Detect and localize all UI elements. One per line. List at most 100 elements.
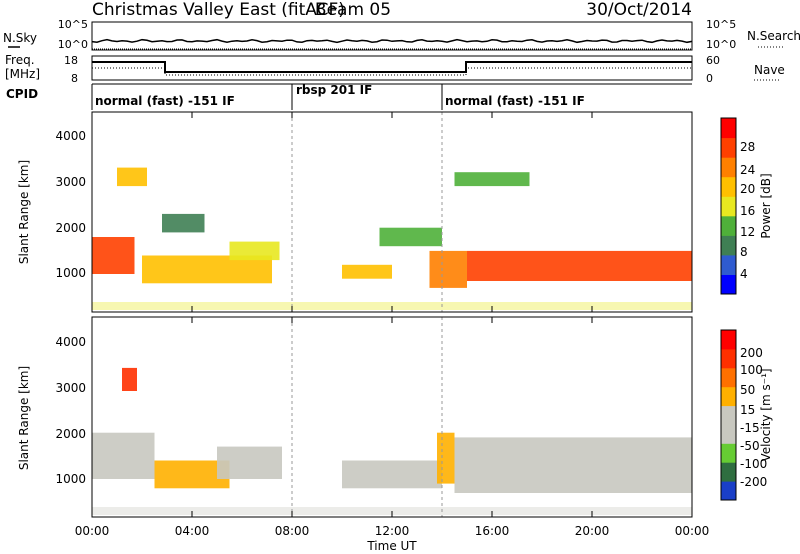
colorbar-swatch-2: [721, 235, 736, 256]
heatmap-region-1-5: [454, 437, 692, 493]
power-colorbar-ticks: 28 24 20 16 12 8 4: [740, 140, 755, 281]
colorbar-swatch-4: [721, 196, 736, 217]
power-cbar-tick-4: 4: [740, 267, 748, 281]
power-colorbar-frame: [720, 117, 737, 295]
colorbar-swatch-8: [721, 330, 736, 350]
colorbar-swatch-0: [721, 481, 736, 501]
power-ytick-3000: 3000: [55, 175, 86, 189]
nave-label: Nave: [754, 63, 785, 77]
velocity-cbar-tick-200: 200: [740, 346, 763, 360]
heatmap-region-1-2: [217, 446, 282, 479]
power-ytick-4000: 4000: [55, 129, 86, 143]
power-cbar-tick-28: 28: [740, 140, 755, 154]
colorbar-swatch-0: [721, 274, 736, 295]
xtick-1200: 12:00: [375, 524, 410, 538]
station-title: Christmas Valley East (fitACF): [92, 0, 345, 20]
noise-panel-frame: [91, 21, 693, 51]
power-ylabel: Slant Range [km]: [17, 160, 31, 264]
heatmap-region-1-4: [437, 432, 455, 484]
heatmap-region-0-4: [229, 241, 280, 261]
heatmap-region-0-8: [467, 250, 692, 281]
velocity-colorbar-frame: [720, 329, 737, 501]
freq-left-tick-high: 18: [64, 54, 78, 67]
heatmap-region-0-2: [142, 255, 272, 284]
velocity-cbar-tick-minus200: -200: [740, 475, 767, 489]
freq-label-line2: [MHz]: [5, 67, 40, 81]
heatmap-region-1-0: [92, 432, 155, 479]
power-colorbar: [721, 118, 736, 295]
xtick-0400: 04:00: [175, 524, 210, 538]
power-cbar-tick-8: 8: [740, 245, 748, 259]
cpid-segment-3: normal (fast) -151 IF: [445, 94, 585, 108]
velocity-cbar-tick-minus50: -50: [740, 439, 760, 453]
colorbar-swatch-1: [721, 462, 736, 482]
heatmap-region-0-0: [92, 237, 135, 274]
power-heatmap: [92, 112, 692, 312]
power-cbar-tick-24: 24: [740, 163, 755, 177]
noise-sky-trace: [91, 38, 693, 44]
velocity-heatmap: [92, 317, 692, 517]
cpid-segment-1: normal (fast) -151 IF: [95, 94, 235, 108]
freq-trace: [92, 61, 692, 73]
xaxis-ticks: 00:00 04:00 08:00 12:00 16:00 20:00 00:0…: [75, 524, 710, 538]
noise-right-tick-high: 10^5: [706, 18, 736, 31]
colorbar-swatch-5: [721, 386, 736, 407]
colorbar-swatch-8: [721, 118, 736, 139]
velocity-cbar-tick-minus15: -15: [740, 421, 760, 435]
velocity-ylabel: Slant Range [km]: [17, 366, 31, 470]
freq-label-line1: Freq.: [5, 53, 35, 67]
heatmap-region-0-1: [117, 167, 147, 187]
heatmap-region-1-6: [122, 367, 137, 391]
noise-right-tick-low: 10^0: [706, 38, 736, 51]
xtick-0800: 08:00: [275, 524, 310, 538]
colorbar-swatch-4: [721, 405, 736, 425]
colorbar-swatch-3: [721, 215, 736, 236]
cpid-label: CPID: [6, 87, 38, 101]
xtick-2000: 20:00: [575, 524, 610, 538]
heatmap-region-0-7: [429, 250, 467, 288]
velocity-ytick-4000: 4000: [55, 335, 86, 349]
heatmap-region-0-9: [454, 172, 530, 187]
velocity-yticks: 4000 3000 2000 1000: [55, 335, 86, 486]
xtick-1600: 16:00: [475, 524, 510, 538]
freq-right-tick-high: 60: [706, 54, 720, 67]
colorbar-swatch-7: [721, 137, 736, 158]
freq-left-tick-low: 8: [71, 72, 78, 85]
freq-panel-frame: [91, 55, 693, 81]
colorbar-swatch-6: [721, 367, 736, 388]
velocity-ytick-2000: 2000: [55, 427, 86, 441]
noise-left-tick-high: 10^5: [58, 18, 88, 31]
velocity-cbar-tick-minus100: -100: [740, 457, 767, 471]
xaxis-label: Time UT: [366, 539, 417, 553]
velocity-ytick-3000: 3000: [55, 381, 86, 395]
noise-left-tick-low: 10^0: [58, 38, 88, 51]
colorbar-swatch-6: [721, 157, 736, 178]
power-ytick-2000: 2000: [55, 221, 86, 235]
noise-right-label: N.Search: [747, 29, 800, 43]
velocity-colorbar: [721, 330, 736, 501]
colorbar-swatch-5: [721, 176, 736, 197]
colorbar-swatch-7: [721, 348, 736, 369]
date-title: 30/Oct/2014: [586, 0, 692, 20]
power-cbar-tick-20: 20: [740, 182, 755, 196]
power-yticks: 4000 3000 2000 1000: [55, 129, 86, 280]
power-cbar-tick-16: 16: [740, 204, 755, 218]
freq-right-tick-low: 0: [706, 72, 713, 85]
xtick-0000: 00:00: [75, 524, 110, 538]
colorbar-swatch-2: [721, 443, 736, 463]
heatmap-region-1-3: [342, 460, 442, 489]
nave-trace: [92, 67, 692, 76]
heatmap-region-0-5: [342, 264, 392, 279]
beam-title: Beam 05: [315, 0, 391, 20]
power-ytick-1000: 1000: [55, 266, 86, 280]
velocity-colorbar-label: Velocity [m s⁻¹]: [759, 368, 773, 461]
xaxis-tickmarks: [91, 112, 693, 517]
colorbar-swatch-1: [721, 254, 736, 275]
noise-left-label: N.Sky: [3, 31, 37, 45]
xtick-2400: 00:00: [675, 524, 710, 538]
velocity-cbar-tick-15: 15: [740, 403, 755, 417]
cpid-segment-2: rbsp 201 IF: [296, 83, 372, 97]
velocity-colorbar-ticks: 200 100 50 15 -15 -50 -100 -200: [740, 346, 767, 489]
power-colorbar-label: Power [dB]: [759, 173, 773, 238]
